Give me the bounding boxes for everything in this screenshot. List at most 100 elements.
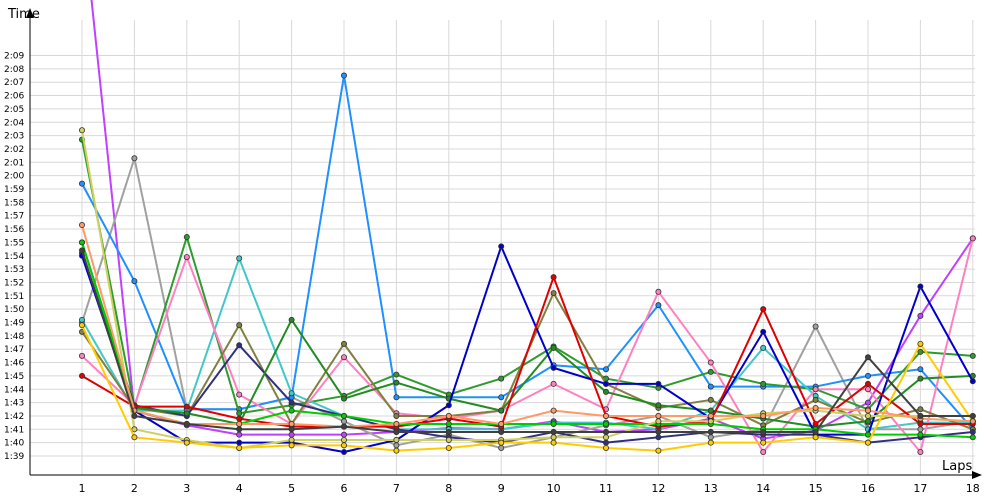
- data-point: [183, 410, 190, 417]
- data-point: [865, 354, 872, 361]
- data-point: [550, 434, 557, 441]
- data-point: [131, 426, 138, 433]
- data-point: [603, 428, 610, 435]
- data-point: [498, 407, 505, 414]
- data-point: [603, 439, 610, 446]
- y-axis-title: Time: [7, 7, 40, 22]
- data-point: [79, 372, 86, 379]
- data-point: [393, 394, 400, 401]
- x-tick-label: 7: [393, 482, 400, 495]
- data-point: [969, 434, 976, 441]
- axes: Time Laps: [7, 7, 982, 479]
- series-line: [81, 242, 973, 428]
- x-tick-label: 1: [79, 482, 86, 495]
- series-line: [81, 157, 973, 449]
- series-4: [79, 136, 976, 417]
- data-point: [655, 447, 662, 454]
- data-point: [288, 420, 295, 427]
- data-point: [707, 434, 714, 441]
- data-point: [603, 380, 610, 387]
- data-point: [917, 431, 924, 438]
- data-point: [707, 359, 714, 366]
- data-point: [969, 378, 976, 385]
- data-point: [550, 290, 557, 297]
- data-point: [655, 402, 662, 409]
- x-tick-label: 12: [651, 482, 665, 495]
- data-point: [288, 399, 295, 406]
- data-point: [917, 426, 924, 433]
- data-point: [236, 420, 243, 427]
- data-point: [236, 322, 243, 329]
- data-point: [393, 442, 400, 449]
- data-point: [760, 412, 767, 419]
- data-point: [655, 380, 662, 387]
- y-tick-label: 2:08: [4, 65, 24, 75]
- series-line: [81, 130, 973, 449]
- x-tick-label: 9: [498, 482, 505, 495]
- series-line: [81, 224, 973, 428]
- data-point: [79, 247, 86, 254]
- y-tick-label: 1:49: [4, 319, 24, 329]
- x-axis-title: Laps: [942, 459, 972, 474]
- data-point: [760, 448, 767, 455]
- data-point: [236, 439, 243, 446]
- y-tick-label: 1:46: [4, 359, 24, 369]
- series-line: [81, 242, 973, 439]
- x-tick-label: 15: [809, 482, 823, 495]
- data-point: [969, 412, 976, 419]
- data-point: [183, 254, 190, 261]
- data-point: [865, 372, 872, 379]
- data-point: [79, 352, 86, 359]
- x-axis-arrow-icon: [972, 471, 982, 479]
- data-point: [288, 442, 295, 449]
- data-point: [183, 234, 190, 241]
- series-7: [79, 290, 976, 433]
- data-point: [655, 302, 662, 309]
- data-point: [812, 323, 819, 330]
- data-point: [917, 366, 924, 373]
- data-point: [865, 407, 872, 414]
- data-point: [79, 239, 86, 246]
- y-tick-label: 1:44: [4, 385, 24, 395]
- data-point: [445, 402, 452, 409]
- x-tick-label: 16: [861, 482, 875, 495]
- data-point: [183, 439, 190, 446]
- data-point: [288, 316, 295, 323]
- data-point: [760, 428, 767, 435]
- data-point: [445, 420, 452, 427]
- y-tick-label: 1:58: [4, 198, 24, 208]
- data-point: [131, 278, 138, 285]
- data-point: [236, 391, 243, 398]
- data-point: [655, 434, 662, 441]
- data-point: [498, 394, 505, 401]
- y-tick-label: 2:03: [4, 132, 24, 142]
- data-point: [550, 428, 557, 435]
- data-point: [550, 344, 557, 351]
- data-point: [707, 396, 714, 403]
- data-point: [917, 448, 924, 455]
- series-11: [79, 274, 976, 430]
- y-tick-label: 1:56: [4, 225, 24, 235]
- data-point: [131, 155, 138, 162]
- data-point: [393, 412, 400, 419]
- x-tick-label: 4: [236, 482, 243, 495]
- data-point: [865, 380, 872, 387]
- data-point: [236, 444, 243, 451]
- data-point: [340, 442, 347, 449]
- data-point: [498, 420, 505, 427]
- data-point: [393, 371, 400, 378]
- y-tick-label: 1:55: [4, 238, 24, 248]
- data-point: [707, 428, 714, 435]
- data-point: [655, 412, 662, 419]
- data-point: [288, 390, 295, 397]
- data-point: [498, 375, 505, 382]
- data-point: [550, 364, 557, 371]
- data-point: [236, 342, 243, 349]
- data-point: [707, 368, 714, 375]
- data-point: [969, 235, 976, 242]
- data-point: [969, 428, 976, 435]
- data-point: [498, 444, 505, 451]
- series-line: [81, 139, 973, 415]
- x-tick-label: 14: [756, 482, 770, 495]
